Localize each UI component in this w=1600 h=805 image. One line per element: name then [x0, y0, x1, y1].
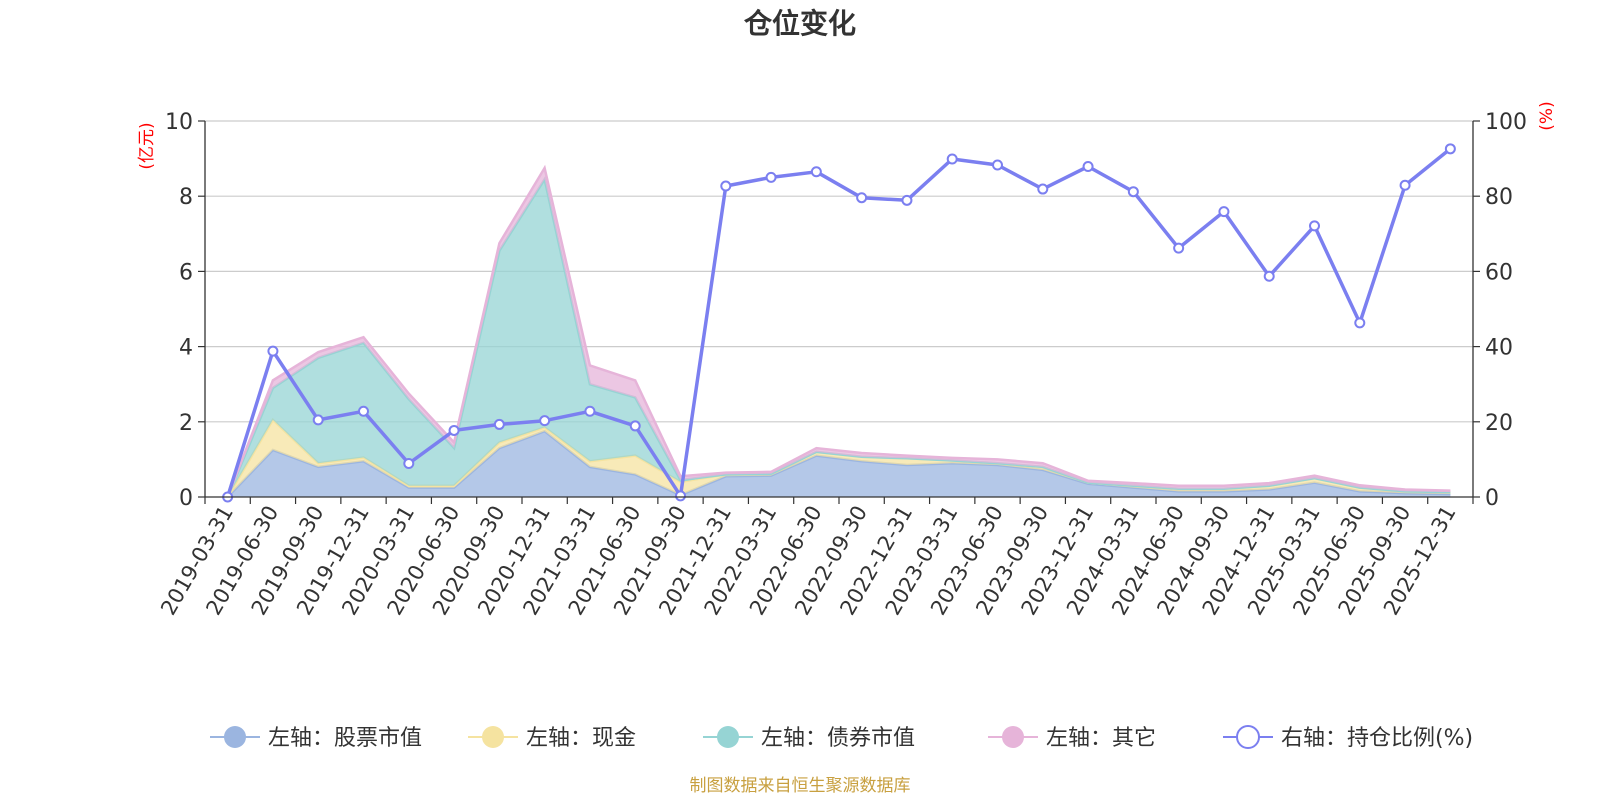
ratio-point: [901, 194, 913, 206]
area-layer: [226, 164, 1451, 498]
legend-marker-circle: [224, 726, 246, 748]
ratio-point: [1218, 206, 1230, 218]
area-series-3: [227, 179, 1451, 498]
legend-label: 左轴：债券市值: [761, 726, 915, 751]
legend-marker-circle: [482, 726, 504, 748]
legend-marker-circle: [1236, 725, 1260, 749]
legend-label: 左轴：现金: [526, 726, 636, 751]
legend-label: 右轴：持仓比例(%): [1281, 726, 1473, 751]
ratio-point: [856, 192, 868, 204]
ratio-point: [675, 490, 686, 502]
line-layer: [222, 143, 1456, 503]
legend: 左轴：股票市值 左轴：现金 左轴：债券市值 左轴：其它 右轴：持仓比例(%): [210, 725, 1473, 751]
ratio-point: [1399, 179, 1411, 191]
footer-source: 制图数据来自恒生聚源数据库: [690, 776, 911, 796]
ratio-point: [629, 420, 641, 432]
ratio-point: [1309, 220, 1320, 232]
legend-label: 左轴：其它: [1046, 726, 1156, 751]
legend-item: 左轴：现金: [468, 726, 636, 751]
ratio-point: [765, 171, 777, 183]
ratio-point: [1082, 160, 1094, 172]
ratio-point: [403, 458, 415, 470]
legend-label: 左轴：股票市值: [268, 726, 422, 751]
legend-item: 右轴：持仓比例(%): [1223, 725, 1473, 751]
grid-layer: [205, 120, 1473, 423]
legend-marker-circle: [1002, 726, 1024, 748]
ratio-point: [1127, 186, 1139, 198]
ratio-point: [539, 415, 551, 427]
area-series-1: [227, 431, 1451, 497]
chart-title: 仓位变化: [744, 7, 856, 40]
ratio-line: [225, 147, 1452, 498]
ratio-point: [1444, 143, 1456, 155]
left-axis-tick-label: 10: [165, 110, 193, 135]
ratio-point: [493, 418, 505, 430]
ratio-point: [1173, 242, 1185, 254]
ratio-point: [267, 345, 279, 357]
left-axis-tick-label: 4: [179, 336, 193, 361]
right-axis-tick-label: 0: [1485, 486, 1499, 511]
ratio-point: [1263, 270, 1275, 282]
left-axis-tick-label: 2: [179, 411, 193, 436]
legend-item: 左轴：股票市值: [210, 726, 422, 751]
right-axis-tick-label: 20: [1485, 411, 1513, 436]
right-axis-tick-label: 60: [1485, 260, 1513, 285]
ratio-point: [358, 405, 369, 417]
left-axis-unit-label: (亿元): [137, 122, 157, 169]
right-axis-tick-label: 80: [1485, 185, 1513, 210]
legend-item: 左轴：其它: [988, 726, 1156, 751]
ratio-point: [1354, 317, 1366, 329]
ratio-point: [1037, 183, 1049, 195]
ratio-point: [946, 153, 958, 165]
right-axis-tick-label: 40: [1485, 336, 1513, 361]
ratio-point: [720, 180, 732, 192]
ratio-point: [448, 424, 460, 436]
ratio-point: [992, 159, 1003, 171]
left-axis-tick-label: 0: [179, 486, 193, 511]
ratio-point: [584, 405, 596, 417]
right-axis-tick-label: 100: [1485, 110, 1527, 135]
ratio-point: [312, 414, 324, 426]
left-axis-tick-label: 6: [179, 260, 193, 285]
left-axis-tick-label: 8: [179, 185, 193, 210]
area-series-edge-4: [226, 164, 1451, 498]
legend-item: 左轴：债券市值: [703, 726, 915, 751]
ratio-point: [810, 166, 822, 178]
legend-marker-circle: [717, 726, 739, 748]
right-axis-unit-label: (%): [1537, 101, 1557, 130]
